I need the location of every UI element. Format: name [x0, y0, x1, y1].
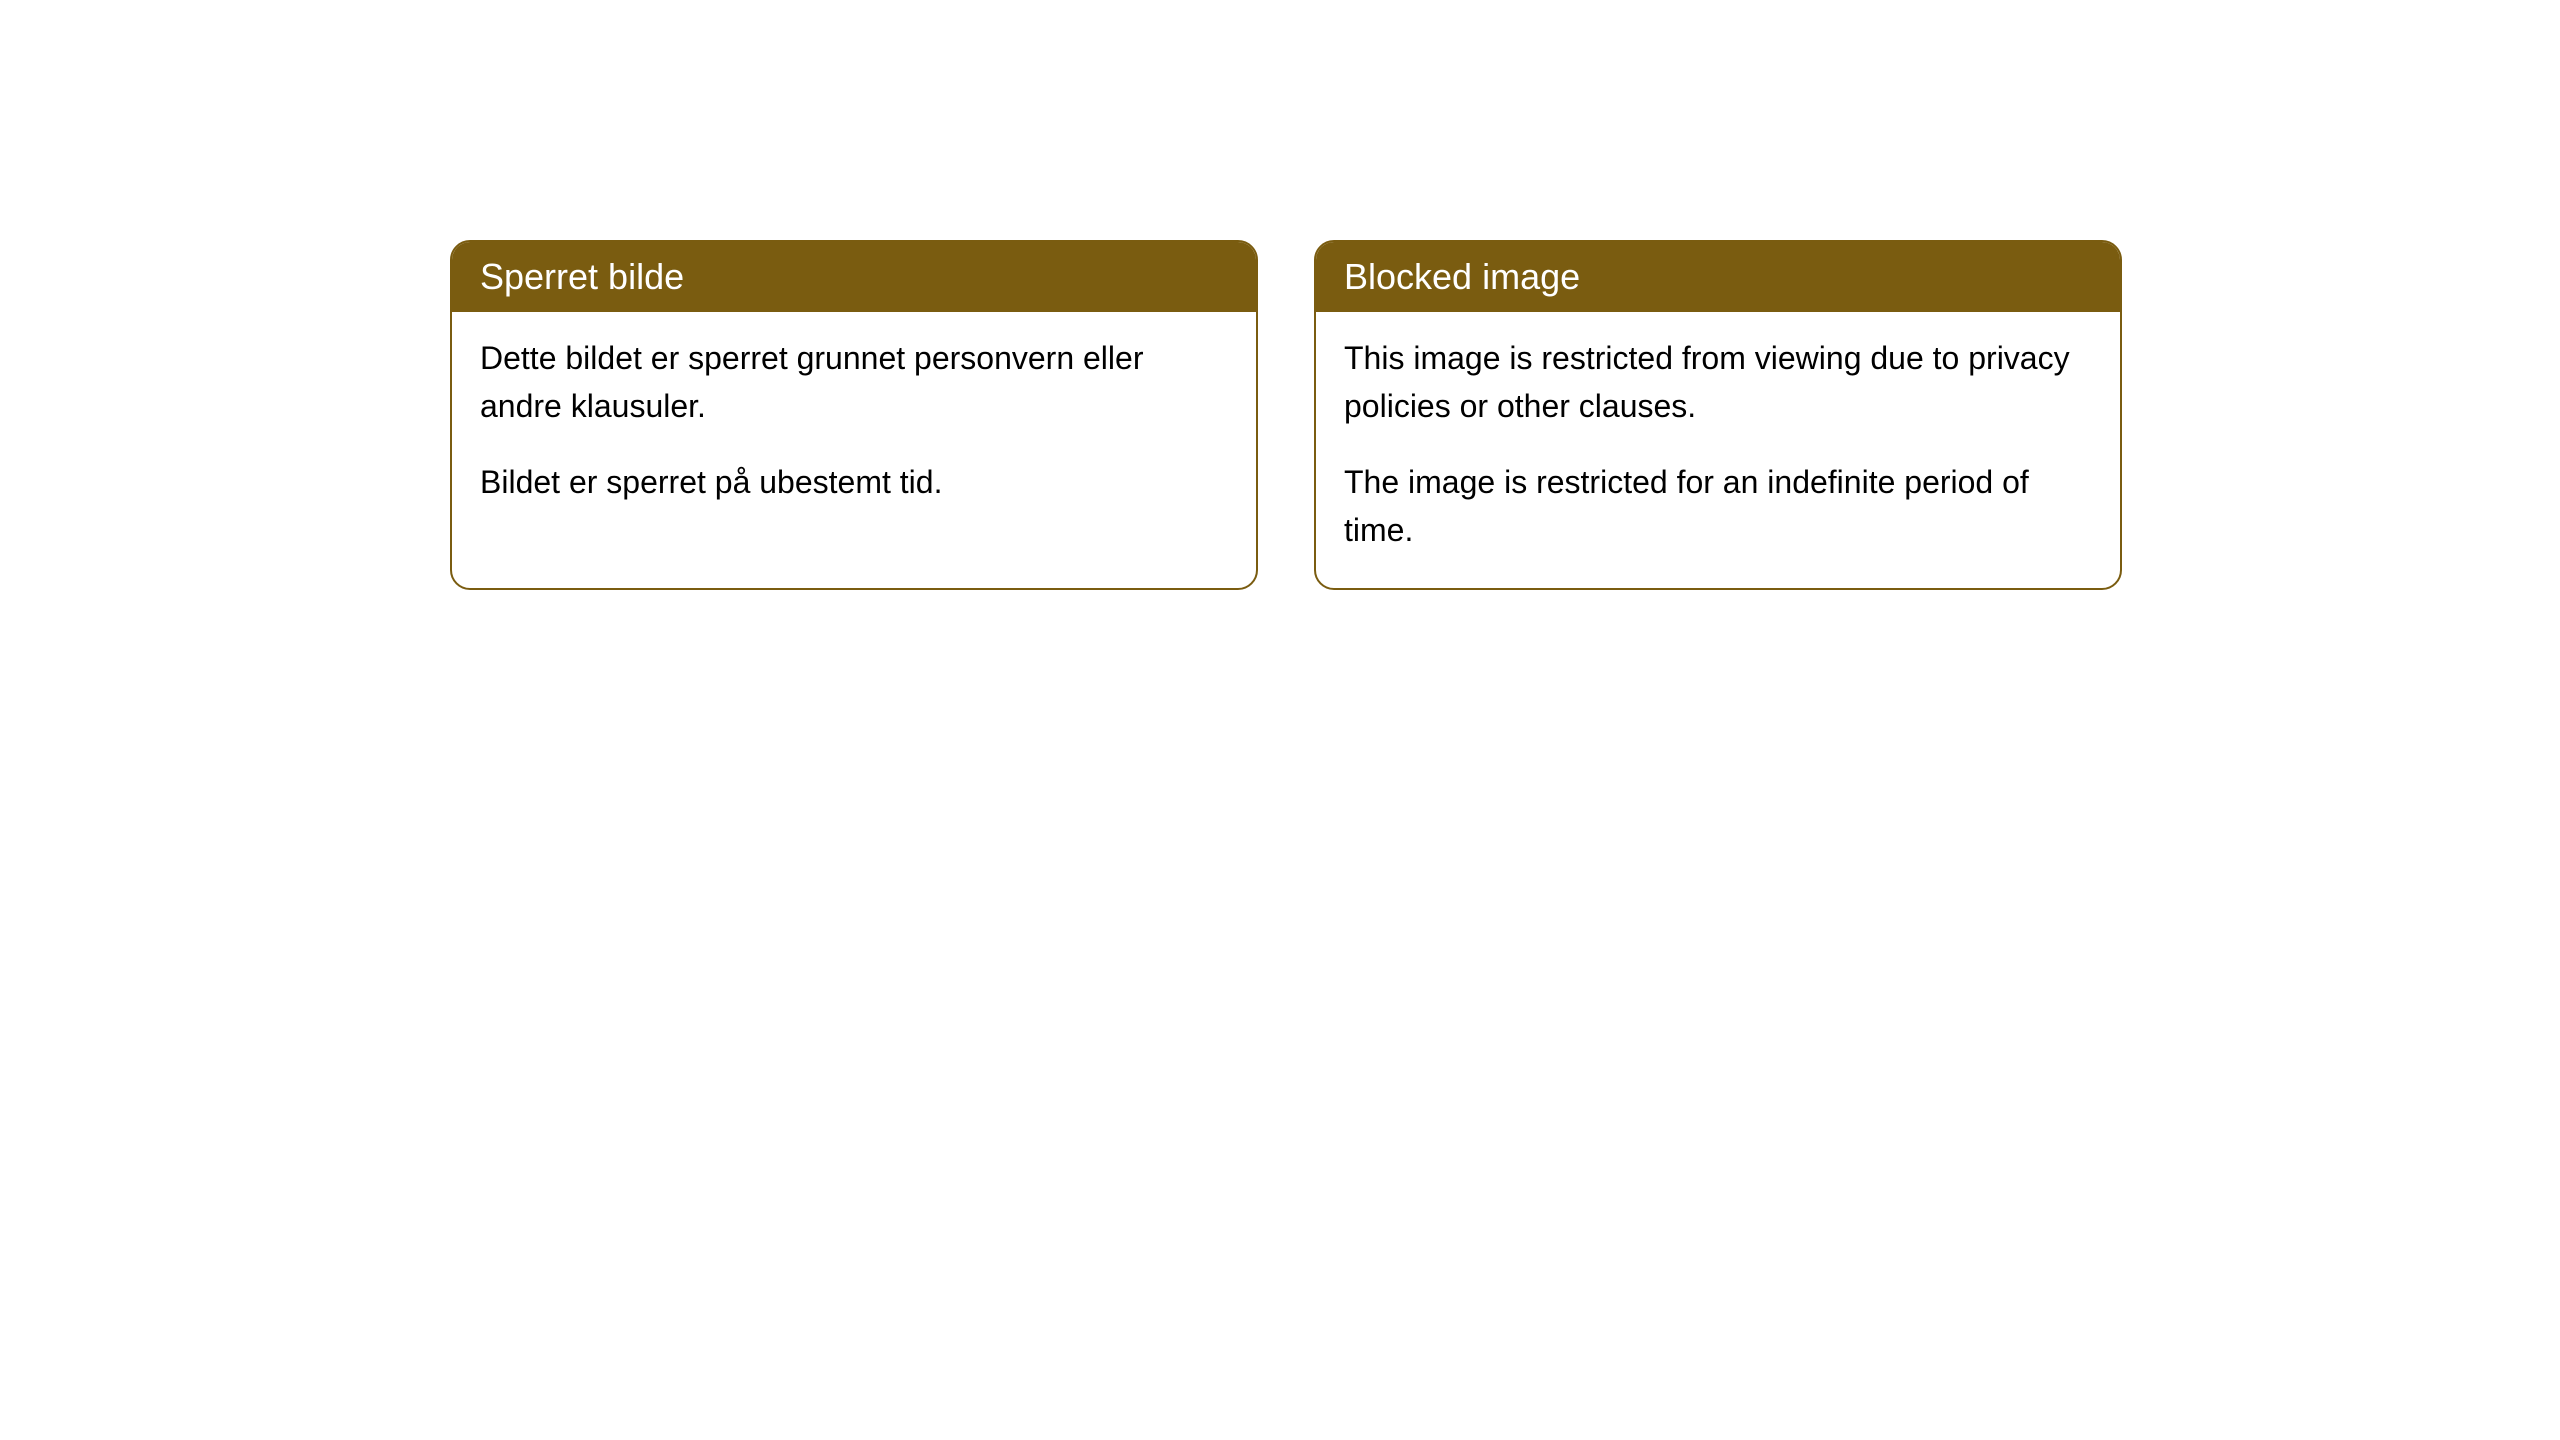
- blocked-image-card-no: Sperret bilde Dette bildet er sperret gr…: [450, 240, 1258, 590]
- card-header-en: Blocked image: [1316, 242, 2120, 312]
- card-paragraph-2-no: Bildet er sperret på ubestemt tid.: [480, 458, 1228, 506]
- card-paragraph-2-en: The image is restricted for an indefinit…: [1344, 458, 2092, 554]
- card-title-no: Sperret bilde: [480, 256, 684, 297]
- blocked-image-card-en: Blocked image This image is restricted f…: [1314, 240, 2122, 590]
- card-title-en: Blocked image: [1344, 256, 1580, 297]
- card-paragraph-1-en: This image is restricted from viewing du…: [1344, 334, 2092, 430]
- card-body-no: Dette bildet er sperret grunnet personve…: [452, 312, 1256, 540]
- card-paragraph-1-no: Dette bildet er sperret grunnet personve…: [480, 334, 1228, 430]
- card-header-no: Sperret bilde: [452, 242, 1256, 312]
- cards-container: Sperret bilde Dette bildet er sperret gr…: [450, 240, 2122, 590]
- card-body-en: This image is restricted from viewing du…: [1316, 312, 2120, 588]
